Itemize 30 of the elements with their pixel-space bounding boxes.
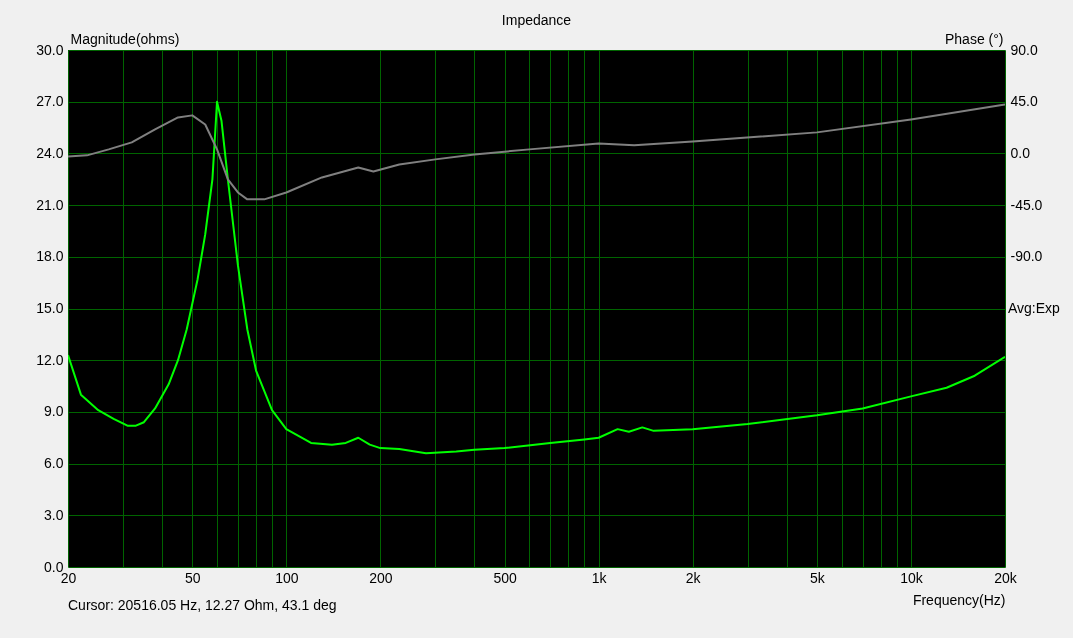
y2-axis-title: Phase (°) bbox=[944, 30, 1004, 47]
y-tick-label: 12.0 bbox=[36, 351, 64, 368]
x-tick-label: 2k bbox=[685, 569, 702, 586]
y-tick-label: 18.0 bbox=[36, 248, 64, 265]
x-tick-label: 200 bbox=[369, 569, 393, 586]
y-tick-label: 9.0 bbox=[44, 403, 64, 420]
x-tick-label: 100 bbox=[275, 569, 299, 586]
text: Avg:Exp bbox=[1008, 300, 1061, 316]
text: Cursor: 20516.05 Hz, 12.27 Ohm, 43.1 deg bbox=[68, 597, 337, 613]
y2-tick-label: -45.0 bbox=[1010, 196, 1043, 213]
x-tick-label: 20k bbox=[994, 569, 1018, 586]
x-tick-label: 1k bbox=[591, 569, 608, 586]
y-tick-label: 24.0 bbox=[36, 144, 64, 161]
y2-tick-label: 45.0 bbox=[1010, 93, 1038, 110]
y2-tick-label: 0.0 bbox=[1010, 144, 1031, 161]
y-tick-label: 27.0 bbox=[36, 93, 64, 110]
y-tick-label: 15.0 bbox=[36, 300, 64, 316]
x-tick-label: 10k bbox=[900, 569, 924, 586]
y-tick-label: 6.0 bbox=[44, 455, 64, 472]
y-tick-label: 21.0 bbox=[36, 196, 64, 213]
y-axis-title: Magnitude(ohms) bbox=[70, 30, 180, 47]
y-tick-label: 30.0 bbox=[36, 41, 64, 58]
x-axis-title: Frequency(Hz) bbox=[912, 591, 1006, 608]
y2-tick-label: 90.0 bbox=[1010, 41, 1038, 58]
y2-tick-label: -90.0 bbox=[1010, 248, 1043, 265]
x-tick-label: 50 bbox=[185, 569, 201, 586]
x-tick-label: 500 bbox=[493, 569, 518, 586]
y-tick-label: 3.0 bbox=[44, 506, 64, 523]
x-tick-label: 5k bbox=[810, 569, 826, 586]
chart-title: Impedance bbox=[501, 12, 572, 28]
